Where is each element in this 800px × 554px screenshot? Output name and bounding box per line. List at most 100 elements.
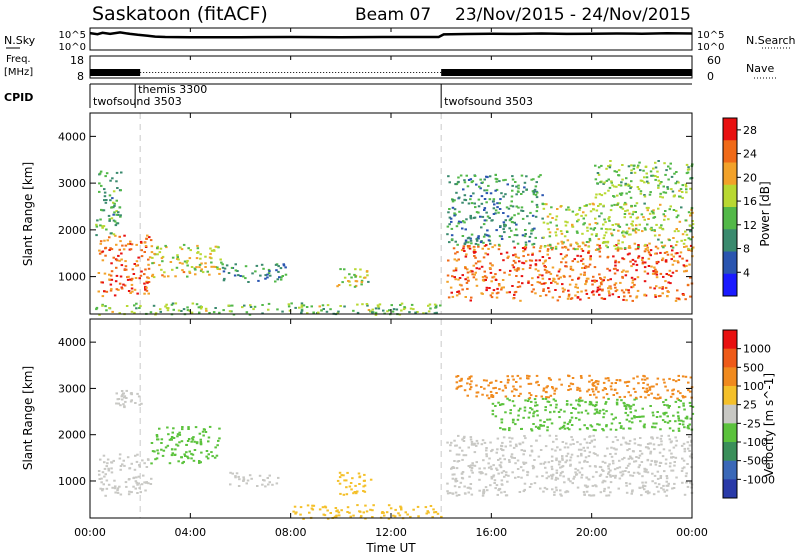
echo-cell bbox=[102, 225, 106, 228]
echo-cell bbox=[580, 259, 583, 262]
echo-cell bbox=[277, 270, 280, 273]
echo-cell bbox=[555, 469, 559, 472]
echo-cell bbox=[634, 204, 637, 207]
echo-cell bbox=[666, 187, 670, 190]
echo-cell bbox=[590, 379, 594, 382]
echo-cell bbox=[356, 303, 359, 306]
echo-cell bbox=[536, 206, 539, 209]
echo-cell bbox=[555, 459, 558, 462]
echo-cell bbox=[652, 385, 655, 388]
echo-cell bbox=[558, 378, 561, 381]
echo-cell bbox=[210, 451, 213, 454]
echo-cell bbox=[497, 489, 500, 492]
echo-cell bbox=[464, 267, 467, 270]
echo-cell bbox=[637, 255, 641, 258]
echo-cell bbox=[550, 206, 553, 209]
echo-cell bbox=[495, 484, 499, 487]
echo-cell bbox=[604, 221, 607, 224]
echo-cell bbox=[348, 284, 352, 287]
echo-cell bbox=[550, 468, 554, 471]
echo-cell bbox=[634, 460, 638, 463]
echo-cell bbox=[666, 186, 669, 189]
echo-cell bbox=[653, 448, 656, 451]
echo-cell bbox=[612, 394, 615, 396]
echo-cell bbox=[455, 444, 458, 447]
echo-cell bbox=[492, 474, 496, 477]
echo-cell bbox=[668, 405, 671, 407]
echo-cell bbox=[650, 385, 654, 388]
echo-cell bbox=[103, 191, 107, 194]
echo-cell bbox=[329, 308, 332, 311]
echo-cell bbox=[513, 388, 516, 391]
echo-cell bbox=[121, 244, 124, 247]
echo-cell bbox=[674, 444, 678, 447]
echo-cell bbox=[659, 475, 663, 477]
echo-cell bbox=[471, 180, 475, 183]
echo-cell bbox=[536, 409, 539, 412]
echo-cell bbox=[633, 278, 637, 281]
echo-cell bbox=[639, 395, 643, 398]
echo-cell bbox=[429, 505, 433, 507]
echo-cell bbox=[321, 506, 325, 509]
echo-cell bbox=[558, 416, 561, 419]
echo-cell bbox=[511, 400, 515, 403]
echo-cell bbox=[604, 401, 608, 404]
echo-cell bbox=[231, 304, 234, 307]
echo-cell bbox=[312, 504, 316, 507]
echo-cell bbox=[478, 489, 481, 492]
echo-cell bbox=[669, 282, 672, 285]
echo-cell bbox=[686, 284, 690, 287]
echo-cell bbox=[541, 397, 545, 400]
echo-cell bbox=[589, 394, 592, 396]
echo-cell bbox=[625, 223, 629, 226]
echo-cell bbox=[452, 269, 456, 272]
echo-cell bbox=[626, 209, 629, 212]
echo-cell bbox=[685, 259, 689, 262]
echo-cell bbox=[620, 443, 623, 446]
echo-cell bbox=[610, 181, 613, 184]
echo-cell bbox=[195, 442, 199, 445]
echo-cell bbox=[662, 484, 665, 487]
echo-cell bbox=[186, 306, 189, 309]
echo-cell bbox=[655, 422, 658, 425]
echo-cell bbox=[459, 174, 463, 177]
echo-cell bbox=[178, 431, 181, 434]
echo-cell bbox=[653, 396, 656, 399]
echo-cell bbox=[593, 280, 597, 283]
echo-cell bbox=[541, 256, 545, 258]
echo-cell bbox=[605, 424, 608, 427]
echo-cell bbox=[133, 288, 137, 291]
echo-cell bbox=[652, 422, 655, 425]
echo-cell bbox=[526, 474, 529, 477]
echo-cell bbox=[653, 234, 657, 237]
echo-cell bbox=[507, 255, 510, 258]
echo-cell bbox=[664, 385, 667, 388]
echo-cell bbox=[631, 474, 635, 477]
echo-cell bbox=[601, 481, 604, 484]
echo-cell bbox=[188, 270, 191, 273]
echo-cell bbox=[655, 485, 659, 488]
echo-cell bbox=[457, 180, 460, 183]
echo-cell bbox=[613, 468, 617, 471]
echo-cell bbox=[627, 380, 631, 383]
echo-cell bbox=[554, 281, 557, 284]
echo-cell bbox=[654, 252, 657, 255]
echo-cell bbox=[627, 391, 630, 394]
echo-cell bbox=[287, 303, 291, 306]
echo-cell bbox=[557, 277, 560, 280]
echo-cell bbox=[672, 209, 676, 211]
echo-cell bbox=[513, 291, 517, 294]
echo-cell bbox=[276, 308, 279, 311]
echo-cell bbox=[610, 455, 614, 458]
echo-cell bbox=[629, 260, 632, 263]
echo-cell bbox=[682, 404, 685, 407]
echo-cell bbox=[526, 400, 530, 402]
echo-cell bbox=[455, 467, 459, 470]
echo-cell bbox=[159, 308, 162, 311]
echo-cell bbox=[466, 268, 469, 271]
echo-cell bbox=[625, 177, 628, 180]
echo-cell bbox=[489, 484, 492, 487]
echo-cell bbox=[180, 248, 184, 251]
echo-cell bbox=[102, 483, 105, 486]
echo-cell bbox=[431, 516, 434, 519]
